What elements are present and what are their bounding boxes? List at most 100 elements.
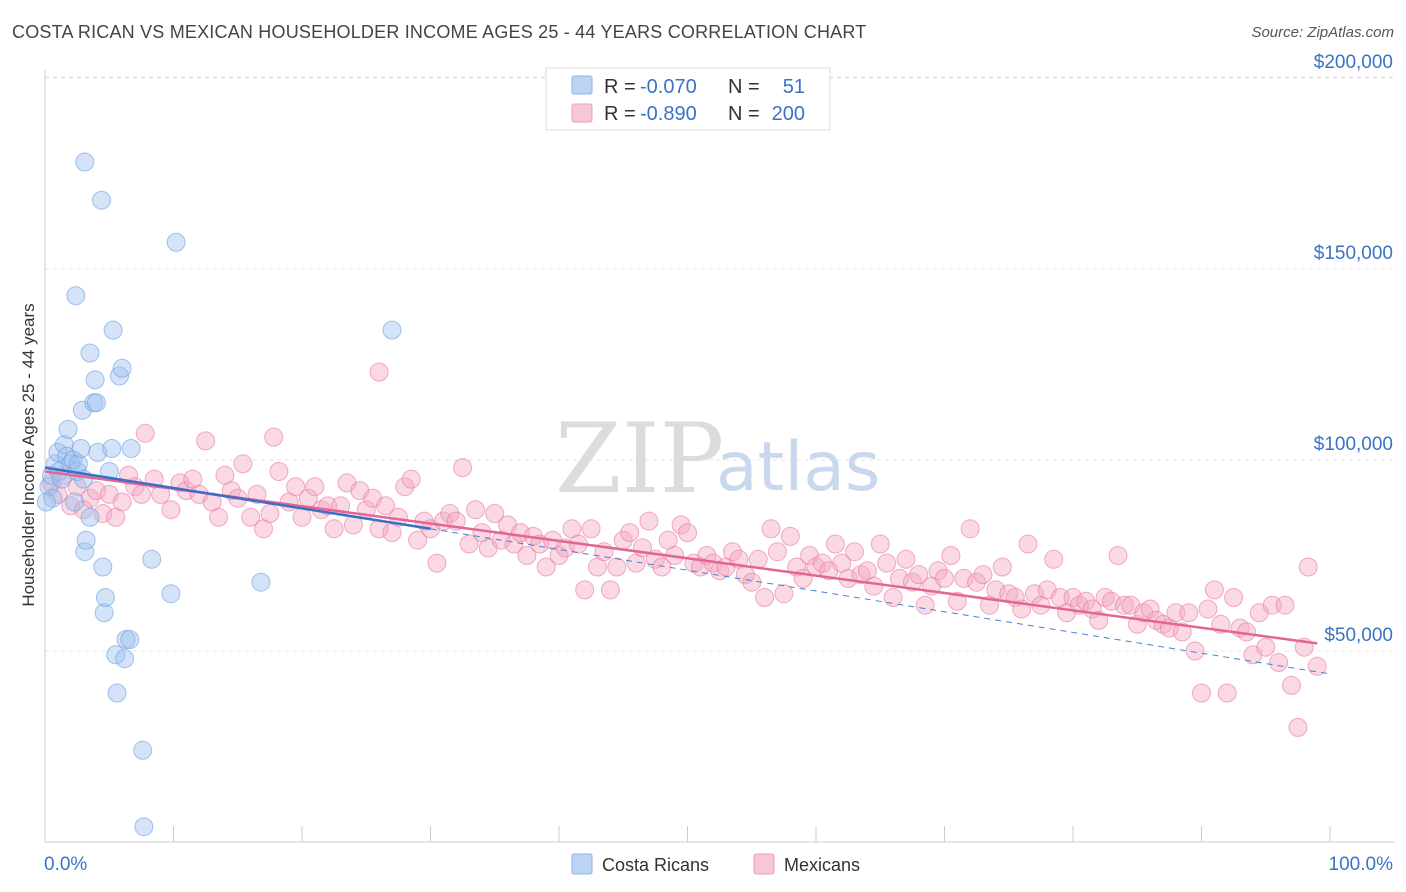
y-axis-title: Householder Income Ages 25 - 44 years bbox=[19, 303, 38, 606]
point-mexicans-83 bbox=[575, 580, 595, 600]
stats-swatch-mexicans bbox=[571, 103, 593, 123]
point-mexicans-3 bbox=[61, 496, 81, 516]
point-mexicans-88 bbox=[607, 557, 627, 577]
point-mexicans-143 bbox=[960, 519, 980, 539]
point-costa-ricans-44 bbox=[134, 817, 154, 837]
point-costa-ricans-33 bbox=[102, 439, 122, 458]
point-costa-ricans-37 bbox=[110, 366, 129, 386]
point-mexicans-64 bbox=[453, 458, 473, 478]
point-costa-ricans-22 bbox=[80, 343, 100, 363]
point-mexicans-176 bbox=[1172, 622, 1192, 642]
point-mexicans-184 bbox=[1224, 588, 1244, 607]
point-costa-ricans-12 bbox=[65, 492, 85, 512]
stats-r-value-2: -0.890 bbox=[640, 103, 697, 125]
point-mexicans-130 bbox=[877, 553, 897, 573]
point-mexicans-191 bbox=[1269, 653, 1289, 672]
point-mexicans-112 bbox=[761, 519, 781, 539]
point-mexicans-11 bbox=[112, 492, 132, 512]
point-mexicans-133 bbox=[896, 549, 916, 569]
chart-title: COSTA RICAN VS MEXICAN HOUSEHOLDER INCOM… bbox=[12, 22, 867, 42]
point-mexicans-126 bbox=[851, 565, 871, 585]
point-mexicans-57 bbox=[408, 530, 428, 550]
legend-swatch-mexicans bbox=[753, 853, 775, 875]
point-costa-ricans-47 bbox=[166, 232, 186, 252]
point-mexicans-189 bbox=[1256, 637, 1276, 657]
point-mexicans-136 bbox=[915, 595, 935, 615]
point-mexicans-106 bbox=[723, 542, 742, 562]
stats-swatch-costa-ricans bbox=[571, 75, 593, 95]
point-mexicans-129 bbox=[870, 534, 890, 554]
point-mexicans-25 bbox=[209, 507, 228, 527]
y-tick-label-0: $50,000 bbox=[1324, 625, 1393, 646]
point-costa-ricans-49 bbox=[382, 320, 402, 340]
watermark-zip: ZIP bbox=[555, 403, 724, 515]
point-costa-ricans-30 bbox=[94, 603, 114, 623]
stats-n-label-2: N = bbox=[728, 103, 760, 125]
point-costa-ricans-25 bbox=[85, 370, 105, 390]
point-mexicans-114 bbox=[774, 584, 794, 604]
point-costa-ricans-24 bbox=[80, 507, 100, 527]
point-mexicans-128 bbox=[864, 576, 884, 596]
point-mexicans-77 bbox=[536, 557, 556, 577]
stats-r-label-1: R = bbox=[604, 76, 636, 98]
point-costa-ricans-39 bbox=[115, 649, 135, 669]
point-mexicans-84 bbox=[581, 519, 601, 539]
point-mexicans-110 bbox=[748, 549, 768, 569]
point-costa-ricans-20 bbox=[76, 530, 96, 550]
point-mexicans-35 bbox=[269, 462, 289, 481]
point-mexicans-30 bbox=[241, 507, 261, 527]
source-label: Source: ZipAtlas.com bbox=[1251, 24, 1394, 41]
point-mexicans-66 bbox=[466, 500, 485, 520]
stats-legend: R = -0.070 N = 51 R = -0.890 N = 200 bbox=[545, 67, 831, 131]
point-costa-ricans-48 bbox=[251, 572, 271, 592]
trend-line-costa-ricans bbox=[44, 466, 431, 530]
y-tick-labels: $50,000 $100,000 $150,000 $200,000 bbox=[1314, 52, 1393, 646]
point-mexicans-23 bbox=[196, 431, 216, 451]
point-costa-ricans-42 bbox=[121, 439, 141, 458]
point-mexicans-193 bbox=[1282, 675, 1301, 695]
point-mexicans-56 bbox=[401, 469, 421, 489]
point-mexicans-8 bbox=[93, 504, 113, 523]
trend-lines bbox=[44, 466, 1331, 675]
point-mexicans-145 bbox=[973, 565, 993, 585]
point-costa-ricans-41 bbox=[120, 630, 140, 649]
point-mexicans-29 bbox=[233, 454, 253, 474]
point-mexicans-120 bbox=[812, 553, 832, 573]
data-points bbox=[36, 152, 1327, 837]
stats-n-value-2: 200 bbox=[772, 103, 805, 125]
watermark-atlas: atlas bbox=[716, 428, 880, 507]
point-mexicans-87 bbox=[600, 580, 620, 600]
legend-label-costa-ricans: Costa Ricans bbox=[602, 855, 709, 875]
watermark: ZIP atlas bbox=[555, 403, 880, 515]
point-mexicans-111 bbox=[755, 588, 775, 607]
point-mexicans-18 bbox=[161, 500, 181, 520]
point-mexicans-139 bbox=[935, 568, 954, 588]
point-costa-ricans-2 bbox=[43, 488, 63, 508]
point-mexicans-164 bbox=[1095, 588, 1115, 607]
point-mexicans-138 bbox=[928, 561, 948, 581]
point-costa-ricans-50 bbox=[36, 492, 56, 512]
point-mexicans-95 bbox=[652, 557, 672, 577]
point-mexicans-6 bbox=[80, 488, 100, 508]
point-mexicans-144 bbox=[967, 572, 987, 592]
point-mexicans-140 bbox=[941, 546, 961, 565]
point-costa-ricans-43 bbox=[133, 740, 153, 760]
point-mexicans-159 bbox=[1063, 588, 1083, 607]
point-mexicans-109 bbox=[742, 572, 762, 592]
point-mexicans-34 bbox=[264, 427, 284, 447]
point-mexicans-153 bbox=[1025, 584, 1044, 604]
point-costa-ricans-34 bbox=[103, 320, 123, 340]
point-mexicans-65 bbox=[459, 534, 479, 554]
point-mexicans-131 bbox=[883, 588, 903, 607]
point-mexicans-60 bbox=[427, 553, 447, 573]
point-mexicans-7 bbox=[86, 481, 106, 501]
point-mexicans-181 bbox=[1204, 580, 1224, 600]
point-mexicans-142 bbox=[954, 568, 974, 588]
point-mexicans-55 bbox=[395, 477, 415, 497]
point-mexicans-14 bbox=[131, 484, 151, 504]
point-costa-ricans-45 bbox=[142, 549, 162, 569]
point-costa-ricans-29 bbox=[93, 557, 113, 577]
point-mexicans-79 bbox=[549, 546, 569, 565]
point-costa-ricans-21 bbox=[75, 152, 95, 172]
